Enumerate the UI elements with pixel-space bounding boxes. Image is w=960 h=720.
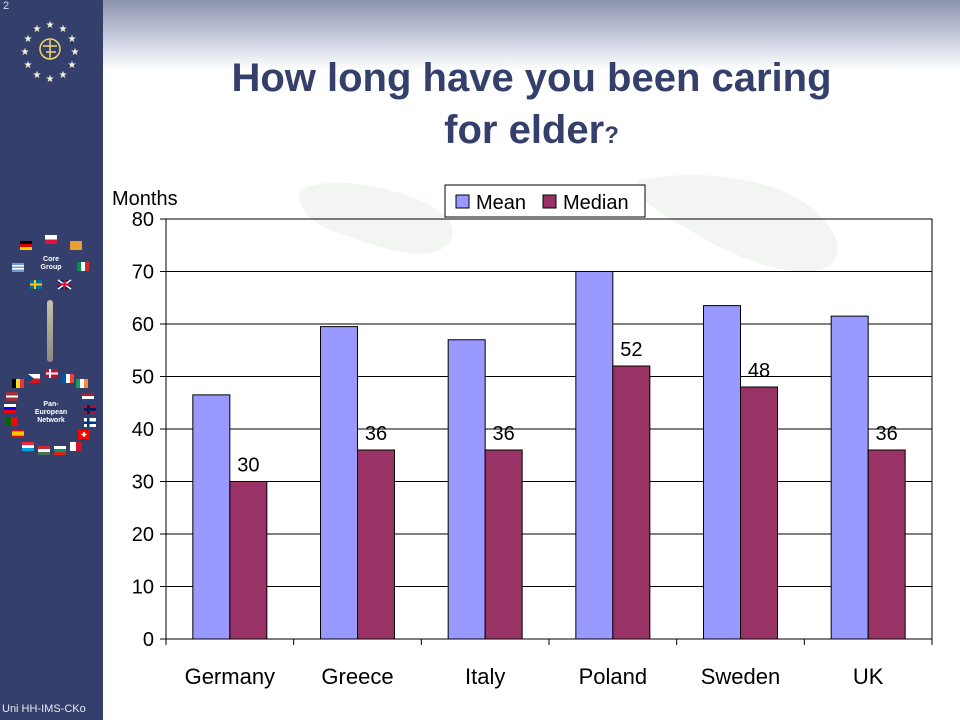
- y-tick-label: 30: [132, 472, 154, 494]
- core-group-label-line2: Group: [41, 264, 62, 271]
- bar-median-greece: [357, 449, 395, 640]
- core-group-label-line1: Core: [43, 256, 59, 263]
- x-tick-label: Italy: [465, 664, 505, 689]
- slide-title: How long have you been caring for elder?: [103, 52, 960, 162]
- footer-text: Uni HH-IMS-CKo: [2, 703, 86, 715]
- network-label-line2: European: [35, 409, 67, 416]
- legend-label-mean: Mean: [476, 192, 526, 214]
- network-flags: Pan- European Network: [4, 369, 96, 455]
- slide-number: 2: [3, 0, 10, 12]
- legend-swatch-median: [542, 194, 557, 209]
- bar-median-poland: [612, 365, 651, 640]
- flag-latvia-icon: [6, 392, 18, 401]
- eu-stars-logo: ★ ★ ★ ★ ★ ★ ★ ★ ★ ★ ★ ★: [21, 20, 80, 85]
- y-tick-label: 60: [132, 314, 154, 336]
- x-tick-label: UK: [853, 664, 884, 689]
- network-label-line1: Pan-: [43, 401, 59, 408]
- bar-mean-uk: [830, 315, 869, 640]
- y-tick-label: 50: [132, 367, 154, 389]
- data-label: 48: [748, 360, 770, 382]
- y-tick-label: 80: [132, 209, 154, 231]
- eu-star: ★: [21, 47, 30, 58]
- flag-greece-icon: [12, 263, 24, 272]
- eu-star: ★: [33, 24, 42, 35]
- bar-median-italy: [484, 449, 523, 640]
- eu-star: ★: [46, 20, 55, 31]
- header-band: [103, 0, 960, 70]
- y-tick-label: 40: [132, 419, 154, 441]
- title-line-2: for elder: [444, 108, 605, 152]
- x-tick-label: Sweden: [701, 664, 781, 689]
- eu-center-emblem: [39, 38, 61, 60]
- bar-mean-italy: [447, 339, 486, 640]
- eu-star: ★: [59, 24, 68, 35]
- bar-median-germany: [229, 481, 268, 640]
- map-watermark: [299, 175, 838, 272]
- flag-italy-icon: [77, 262, 89, 271]
- y-tick-label: 10: [132, 577, 154, 599]
- flag-hungary-icon: [38, 446, 50, 455]
- eu-star: ★: [24, 34, 33, 45]
- eu-star: ★: [68, 60, 77, 71]
- y-axis-title: Months: [112, 188, 178, 210]
- legend-swatch-mean: [455, 194, 470, 209]
- title-line-1: How long have you been caring: [231, 56, 832, 100]
- title-question-mark: ?: [604, 122, 619, 149]
- x-tick-label: Poland: [579, 664, 648, 689]
- x-tick-label: Germany: [185, 664, 275, 689]
- bar-mean-poland: [575, 271, 614, 640]
- eu-star: ★: [71, 47, 80, 58]
- bar-mean-sweden: [703, 305, 741, 640]
- data-label: 52: [620, 339, 642, 361]
- y-tick-label: 20: [132, 524, 154, 546]
- legend-label-median: Median: [563, 192, 629, 214]
- bar-mean-greece: [320, 326, 358, 640]
- data-label: 30: [237, 455, 259, 477]
- network-label-line3: Network: [37, 417, 65, 424]
- flag-spain-icon: [12, 429, 24, 438]
- data-label: 36: [493, 423, 515, 445]
- sidebar-connector: [47, 300, 53, 362]
- sidebar: 2 ★ ★ ★ ★ ★ ★ ★ ★ ★ ★ ★ ★: [0, 0, 103, 720]
- eu-star: ★: [24, 60, 33, 71]
- legend: Mean Median: [444, 184, 646, 218]
- bar-median-sweden: [740, 386, 778, 640]
- bar-median-uk: [867, 449, 906, 640]
- bar-mean-germany: [192, 394, 231, 640]
- data-label: 36: [365, 423, 387, 445]
- flag-luxembourg-icon: [22, 442, 34, 451]
- flag-france-icon: [62, 374, 74, 383]
- data-label: 36: [876, 423, 898, 445]
- flag-belgium-icon: [12, 379, 24, 388]
- eu-star: ★: [33, 70, 42, 81]
- flag-ireland-icon: [76, 379, 88, 388]
- flag-emblem-icon: [70, 241, 82, 250]
- eu-star: ★: [46, 74, 55, 85]
- flag-netherlands-icon: [82, 393, 94, 402]
- eu-star: ★: [68, 34, 77, 45]
- flag-portugal-icon: [6, 417, 18, 426]
- y-tick-label: 0: [143, 629, 154, 651]
- eu-star: ★: [59, 70, 68, 81]
- x-tick-label: Greece: [321, 664, 393, 689]
- y-tick-label: 70: [132, 262, 154, 284]
- core-group-flags: Core Group: [12, 235, 89, 290]
